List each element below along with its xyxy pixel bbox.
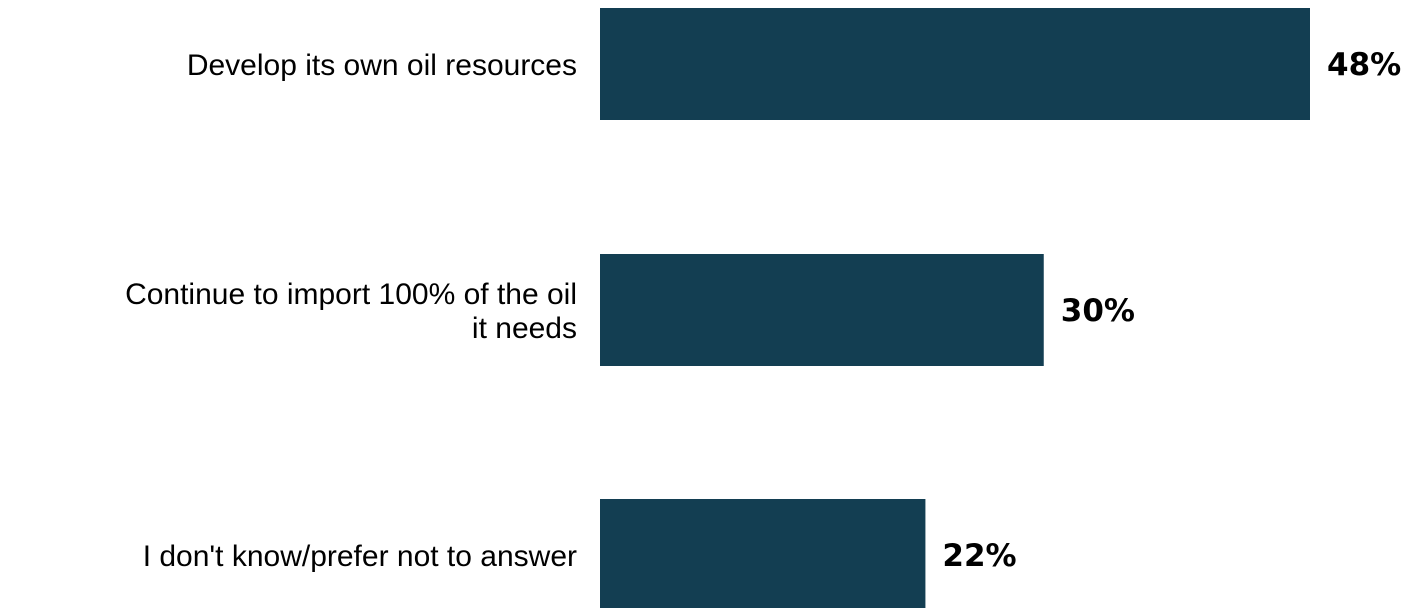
category-labels: Develop its own oil resources Continue to… (125, 49, 577, 573)
category-label-2: Continue to import 100% of the oil it nee… (125, 278, 577, 345)
bar-1 (600, 8, 1310, 120)
value-labels: 48% 30% 22% (942, 47, 1401, 574)
category-label-3: I don't know/prefer not to answer (143, 540, 577, 573)
value-label-3: 22% (942, 538, 1016, 574)
category-label-line: Develop its own oil resources (187, 49, 577, 82)
bars (600, 8, 1310, 608)
category-label-line: it needs (472, 312, 577, 345)
value-label-1: 48% (1327, 47, 1401, 83)
value-label-2: 30% (1061, 293, 1135, 329)
category-label-line: I don't know/prefer not to answer (143, 540, 577, 573)
bar-3 (600, 499, 926, 608)
category-label-1: Develop its own oil resources (187, 49, 577, 82)
bar-2 (600, 254, 1044, 366)
category-label-line: Continue to import 100% of the oil (125, 278, 577, 311)
